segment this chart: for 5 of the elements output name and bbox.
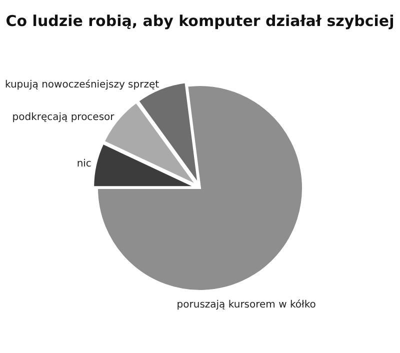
slice-label: kupują nowocześniejszy sprzęt	[4, 78, 160, 90]
slice-label: nic	[76, 158, 92, 170]
slice-label: podkręcają procesor	[12, 112, 116, 123]
slice-label: poruszają kursorem w kółko	[176, 300, 316, 311]
chart-title: Co ludzie robią, aby komputer działał szybciej	[6, 12, 394, 30]
